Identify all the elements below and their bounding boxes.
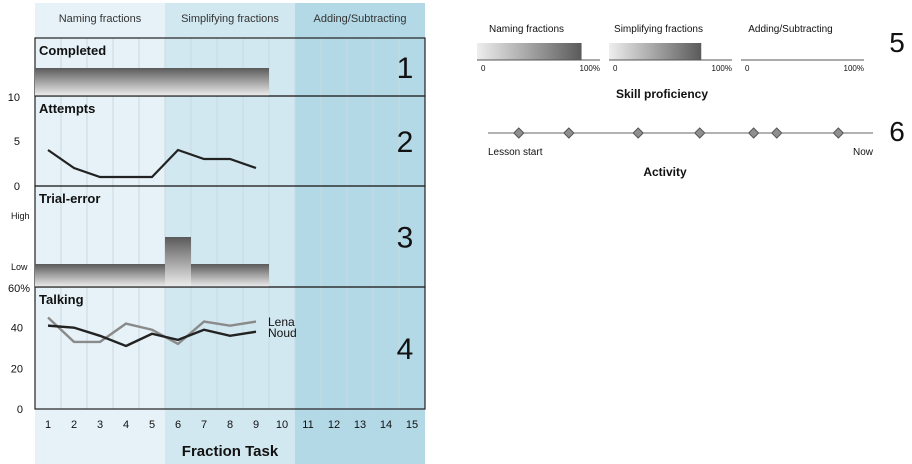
panel-talking-title: Talking: [39, 292, 84, 307]
attempts-y-ticks: 0 5 10: [8, 92, 20, 193]
completed-bar-task-8: [217, 68, 243, 96]
activity-marker: [832, 127, 845, 139]
x-tick-label: 14: [380, 419, 392, 431]
x-tick-label: 5: [149, 419, 155, 431]
panel-completed: Completed 1: [34, 37, 426, 97]
x-tick-label: 7: [201, 419, 207, 431]
trial-error-bar-task-2: [61, 264, 87, 287]
skill-name-label: Adding/Subtracting: [748, 24, 833, 35]
panel-talking-frame: [34, 286, 426, 410]
skill-max-label: 100%: [712, 64, 732, 73]
panel-attempts: Attempts 2 0 5 10: [8, 92, 426, 193]
activity-marker: [771, 127, 783, 139]
trial-error-y-ticks: Low High: [11, 211, 30, 272]
completed-bars: [35, 68, 269, 96]
panel-trial-error-title: Trial-error: [39, 191, 100, 206]
talking-y-tick: 0: [17, 404, 23, 416]
skill-max-label: 100%: [844, 64, 864, 73]
task-gridlines: [60, 38, 400, 409]
attempts-y-tick: 0: [14, 181, 20, 193]
activity-marker: [747, 127, 760, 139]
trial-error-y-tick: High: [11, 211, 30, 221]
talking-y-ticks: 0 20 40 60%: [8, 283, 30, 416]
completed-bar-task-6: [165, 68, 191, 96]
panel-talking-number: 4: [397, 333, 414, 366]
skill-bar: [477, 43, 582, 60]
panel-attempts-number: 2: [397, 126, 414, 159]
completed-bar-task-9: [243, 68, 269, 96]
activity-end-label: Now: [853, 147, 874, 158]
completed-bar-task-4: [113, 68, 139, 96]
phase-adding-background: [295, 3, 425, 464]
talking-line-noud: [47, 324, 257, 348]
x-tick-label: 4: [123, 419, 129, 431]
completed-bar-task-5: [139, 68, 165, 96]
x-tick-label: 13: [354, 419, 366, 431]
panel-attempts-title: Attempts: [39, 101, 95, 116]
activity-label: Activity: [643, 165, 687, 179]
activity-number: 6: [889, 116, 905, 147]
series-label-lena: Lena: [268, 315, 295, 329]
phase-label-adding: Adding/Subtracting: [314, 13, 407, 25]
activity-marker: [694, 127, 706, 139]
skill-min-label: 0: [745, 64, 750, 73]
talking-y-tick: 40: [11, 323, 23, 335]
phase-label-simplifying: Simplifying fractions: [181, 13, 279, 25]
trial-error-bar-task-4: [113, 264, 139, 287]
x-tick-label: 6: [175, 419, 181, 431]
x-tick-label: 2: [71, 419, 77, 431]
skill-proficiency-chart: Naming fractions 0 100% Simplifying fractio…: [477, 24, 864, 73]
skill-max-label: 100%: [580, 64, 600, 73]
activity-markers: [513, 127, 845, 139]
activity-start-label: Lesson start: [488, 147, 543, 158]
x-tick-label: 12: [328, 419, 340, 431]
skill-bar: [609, 43, 702, 60]
skill-proficiency-label: Skill proficiency: [616, 87, 708, 101]
panel-trial-error-number: 3: [397, 222, 414, 255]
x-tick-label: 11: [302, 419, 313, 431]
x-axis-label: Fraction Task: [182, 443, 279, 460]
trial-error-bar-task-9: [243, 264, 269, 287]
panel-completed-title: Completed: [39, 43, 106, 58]
completed-bar-task-1: [35, 68, 61, 96]
completed-bar-task-7: [191, 68, 217, 96]
talking-y-tick: 60%: [8, 283, 30, 295]
attempts-y-tick: 5: [14, 136, 20, 148]
trial-error-bar-task-3: [87, 264, 113, 287]
talking-y-tick: 20: [11, 363, 23, 375]
trial-error-y-tick: Low: [11, 262, 28, 272]
panel-completed-number: 1: [397, 52, 414, 85]
x-tick-label: 3: [97, 419, 103, 431]
skill-min-label: 0: [481, 64, 486, 73]
trial-error-bar-task-8: [217, 264, 243, 287]
panel-talking: Talking 4 0 20 40 60% Lena Noud: [8, 283, 426, 416]
skill-name-label: Naming fractions: [489, 24, 564, 35]
activity-marker: [513, 127, 525, 139]
x-tick-label: 8: [227, 419, 233, 431]
trial-error-bar-task-5: [139, 264, 165, 287]
attempts-y-tick: 10: [8, 92, 20, 104]
trial-error-bar-task-6: [165, 237, 191, 287]
series-label-noud: Noud: [268, 326, 297, 340]
trial-error-bar-task-7: [191, 264, 217, 287]
x-tick-label: 9: [253, 419, 259, 431]
x-tick-label: 1: [45, 419, 51, 431]
x-tick-label: 15: [406, 419, 418, 431]
skill-min-label: 0: [613, 64, 618, 73]
phase-label-naming: Naming fractions: [59, 13, 142, 25]
attempts-line: [47, 148, 257, 179]
talking-line-lena: [47, 316, 257, 346]
skill-proficiency-number: 5: [889, 27, 905, 58]
activity-marker: [632, 127, 644, 139]
task-x-ticks: 1 2 3 4 5 6 7 8 9 10 11 12 13 14 15: [45, 419, 418, 431]
activity-marker: [563, 127, 575, 139]
trial-error-bars: [35, 237, 269, 287]
panel-trial-error: Trial-error 3 Low High: [11, 185, 426, 288]
x-tick-label: 10: [276, 419, 288, 431]
skill-name-label: Simplifying fractions: [614, 24, 703, 35]
trial-error-bar-task-1: [35, 264, 61, 287]
completed-bar-task-2: [61, 68, 87, 96]
completed-bar-task-3: [87, 68, 113, 96]
